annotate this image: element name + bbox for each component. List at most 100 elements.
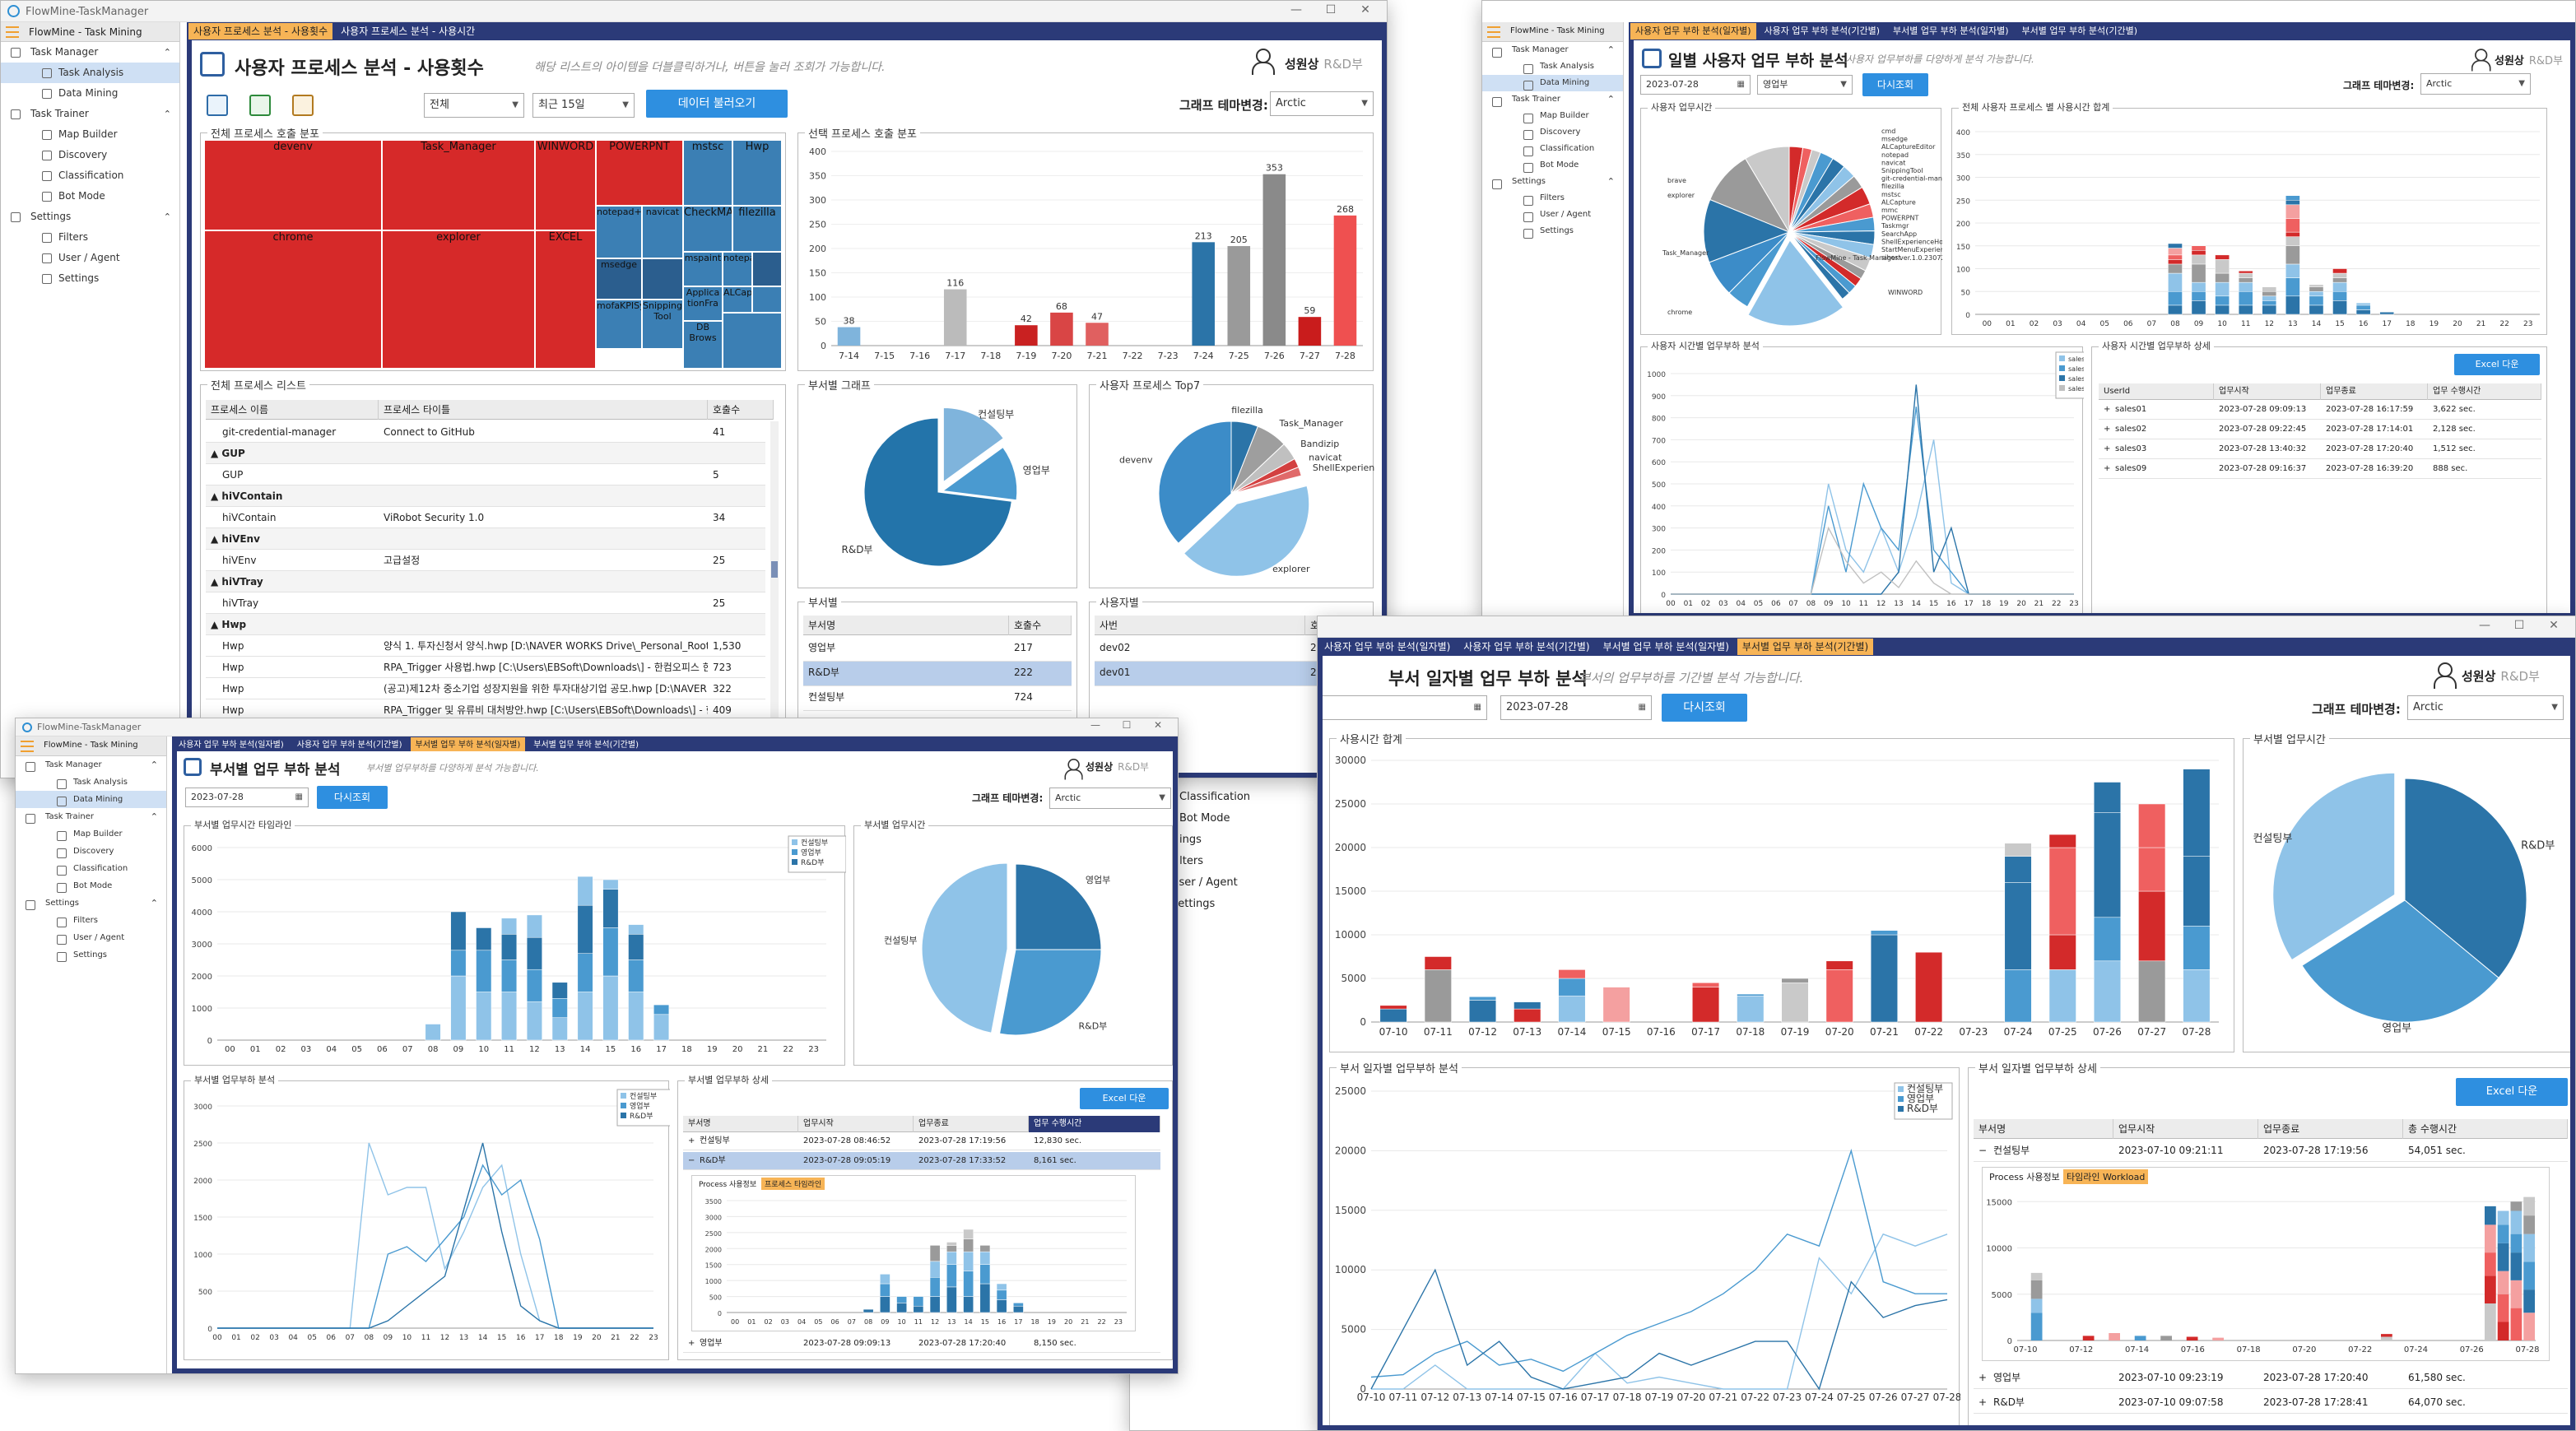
table-row[interactable]: hiVContain ViRobot Security 1.0 34 — [206, 507, 765, 528]
group-row[interactable]: ▲ hiVEnv — [206, 528, 765, 550]
sidebar-item-classification[interactable]: Classification — [16, 860, 166, 877]
group-row[interactable]: ▲ hiVContain — [206, 486, 765, 507]
sidebar-item-settings[interactable]: Settings — [1, 268, 179, 289]
sidebar-group-0[interactable]: Task Manager ⌃ — [16, 756, 166, 774]
column-header[interactable]: 총 수행시간 — [2403, 1119, 2568, 1139]
table-row[interactable]: sales01 2023-07-28 09:09:13 2023-07-28 16:… — [2099, 400, 2541, 420]
subtab-0[interactable]: Process 사용정보 — [699, 1181, 757, 1189]
sidebar-item-discovery[interactable]: Discovery — [16, 843, 166, 860]
expand-icon[interactable]: + — [1978, 1396, 1988, 1408]
refresh-button[interactable]: 다시조회 — [1662, 694, 1747, 722]
treemap-cell[interactable]: EXCEL — [535, 230, 596, 369]
treemap-cell[interactable]: chrome — [204, 230, 382, 369]
subtab-1[interactable]: 타임라인 Workload — [2063, 1169, 2149, 1184]
minimize-button[interactable]: — — [1290, 3, 1302, 16]
table-row[interactable]: hiVTray 25 — [206, 592, 765, 614]
treemap-cell-small[interactable] — [642, 258, 683, 300]
theme-select[interactable]: Arctic ▼ — [1049, 788, 1171, 809]
tab-0[interactable]: 사용자 업무 부하 분석(일자별) — [1630, 23, 1756, 39]
tab-0[interactable]: 사용자 프로세스 분석 - 사용횟수 — [188, 23, 333, 39]
sidebar-item-bg[interactable]: ings — [1179, 834, 1202, 846]
maximize-button[interactable]: ☐ — [1325, 3, 1337, 16]
treemap-cell[interactable]: mofaKPISystem — [596, 300, 642, 349]
column-header[interactable]: 호출수 — [1009, 616, 1072, 635]
table-row[interactable]: 영업부 217 — [803, 637, 1072, 662]
table-row[interactable]: Hwp 양식 1. 투자신청서 양식.hwp [D:\NAVER WORKS Dr… — [206, 635, 765, 657]
tab-3[interactable]: 부서별 업무 부하 분석(기간별) — [533, 741, 639, 750]
column-header[interactable]: 프로세스 타이틀 — [379, 400, 708, 420]
sidebar-item-user-agent[interactable]: User / Agent — [1482, 207, 1623, 223]
table-row[interactable]: Hwp (공고)제12차 중소기업 성장지원을 위한 투자대상기업 공모.hwp … — [206, 678, 765, 699]
load-data-button[interactable]: 데이터 불러오기 — [646, 90, 788, 118]
close-button[interactable]: ✕ — [1153, 719, 1163, 731]
column-header[interactable]: 업무시작 — [2113, 1119, 2258, 1139]
scrollbar[interactable] — [770, 421, 779, 773]
sidebar-item-data-mining[interactable]: Data Mining — [1482, 75, 1623, 91]
expand-icon[interactable]: + — [688, 1136, 695, 1145]
close-button[interactable]: ✕ — [1360, 3, 1370, 16]
expand-icon[interactable]: − — [1978, 1145, 1988, 1156]
treemap-cell[interactable]: Snipping Tool — [642, 300, 683, 349]
table-row[interactable]: 영업부 2023-07-28 09:09:13 2023-07-28 17:20:4… — [683, 1335, 1160, 1353]
filter-all-select[interactable]: 전체 ▼ — [424, 93, 524, 118]
tab-1[interactable]: 사용자 업무 부하 분석(기간별) — [296, 741, 402, 750]
sidebar-item-task-analysis[interactable]: Task Analysis — [1482, 58, 1623, 75]
expand-icon[interactable]: + — [2104, 425, 2111, 434]
sidebar-item-settings[interactable]: Settings — [1482, 223, 1623, 239]
sidebar-item-bg[interactable]: User / Agent — [1171, 876, 1238, 889]
column-header[interactable]: UserId — [2099, 383, 2214, 400]
tab-3[interactable]: 부서별 업무 부하 분석(기간별) — [1737, 639, 1874, 655]
treemap-cell[interactable]: navicat — [642, 206, 683, 258]
expand-icon[interactable]: − — [688, 1156, 695, 1165]
column-header[interactable]: 프로세스 이름 — [206, 400, 379, 420]
dept-select[interactable]: 영업부 ▼ — [1757, 75, 1853, 95]
excel-download-button[interactable]: Excel 다운 — [1080, 1088, 1169, 1109]
subtab-1[interactable]: 프로세스 타임라인 — [761, 1178, 825, 1190]
period-select[interactable]: 최근 15일 ▼ — [532, 93, 635, 118]
sidebar-item-classification[interactable]: Classification — [1482, 141, 1623, 157]
sidebar-item-map-builder[interactable]: Map Builder — [1482, 108, 1623, 124]
minimize-button[interactable]: — — [2479, 619, 2490, 632]
close-button[interactable]: ✕ — [2549, 619, 2559, 632]
sidebar-item-data-mining[interactable]: Data Mining — [16, 791, 166, 808]
treemap-cell[interactable]: mstsc — [683, 140, 732, 206]
expand-icon[interactable]: + — [688, 1339, 695, 1348]
column-header[interactable]: 업무종료 — [914, 1116, 1029, 1132]
maximize-button[interactable]: ☐ — [2513, 619, 2525, 632]
minimize-button[interactable]: — — [1090, 719, 1100, 731]
hamburger-icon[interactable] — [1487, 26, 1500, 38]
treemap-cell[interactable]: explorer — [382, 230, 535, 369]
subtab-0[interactable]: Process 사용정보 — [1989, 1172, 2060, 1182]
expand-icon[interactable]: + — [1978, 1372, 1988, 1383]
hamburger-icon[interactable] — [6, 26, 19, 38]
sidebar-item-bg[interactable]: Filters — [1171, 855, 1203, 867]
table-row[interactable]: 컨설팅부 2023-07-28 08:46:52 2023-07-28 17:19:… — [683, 1132, 1160, 1150]
theme-select[interactable]: Arctic ▼ — [1270, 91, 1374, 116]
chart-export-icon[interactable] — [207, 95, 228, 116]
sidebar-item-filters[interactable]: Filters — [1482, 190, 1623, 207]
expand-icon[interactable]: + — [2104, 464, 2111, 473]
sidebar-group-0[interactable]: Task Manager ⌃ — [1, 42, 179, 63]
column-header[interactable]: 업무종료 — [2258, 1119, 2403, 1139]
sidebar-item-data-mining[interactable]: Data Mining — [1, 83, 179, 104]
tab-1[interactable]: 사용자 업무 부하 분석(기간별) — [1764, 26, 1881, 36]
expand-icon[interactable]: + — [2104, 405, 2111, 414]
table-row[interactable]: 컨설팅부 2023-07-10 09:21:11 2023-07-28 17:19:… — [1974, 1139, 2568, 1162]
tab-2[interactable]: 부서별 업무 부하 분석(일자별) — [1602, 641, 1729, 653]
expand-icon[interactable]: + — [2104, 444, 2111, 453]
treemap-cell[interactable]: Task_Manager — [382, 140, 535, 230]
treemap-cell-small[interactable] — [752, 286, 782, 313]
treemap-cell[interactable]: Applica tionFra — [683, 286, 723, 321]
table-row[interactable]: 영업부 2023-07-10 09:23:19 2023-07-28 17:20:4… — [1974, 1366, 2568, 1389]
sidebar-item-task-analysis[interactable]: Task Analysis — [1, 63, 179, 83]
sidebar-item-discovery[interactable]: Discovery — [1, 145, 179, 165]
column-header[interactable]: 사번 — [1095, 616, 1305, 635]
tab-1[interactable]: 사용자 업무 부하 분석(기간별) — [1463, 641, 1590, 653]
group-row[interactable]: ▲ Hwp — [206, 614, 765, 635]
tab-3[interactable]: 부서별 업무 부하 분석(기간별) — [2021, 26, 2138, 36]
excel-export-icon[interactable] — [249, 95, 271, 116]
sidebar-item-filters[interactable]: Filters — [16, 912, 166, 929]
sidebar-item-map-builder[interactable]: Map Builder — [1, 124, 179, 145]
table-row[interactable]: sales02 2023-07-28 09:22:45 2023-07-28 17:… — [2099, 420, 2541, 439]
table-row[interactable]: GUP 5 — [206, 464, 765, 486]
